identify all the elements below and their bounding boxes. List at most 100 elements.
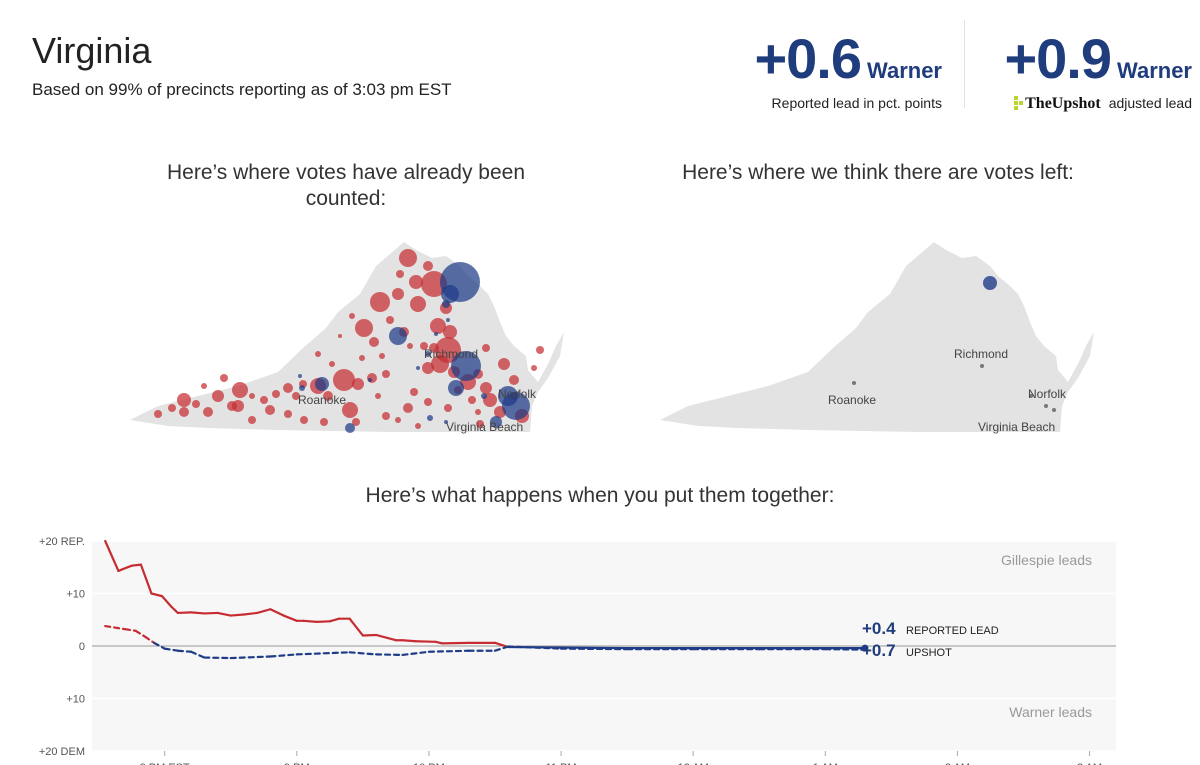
reported-lead-line-segment [176, 611, 193, 615]
y-tick-label: 0 [79, 641, 85, 653]
republican-bubble [480, 382, 492, 394]
upshot-estimate-line-segment [348, 651, 378, 656]
republican-bubble [323, 391, 333, 401]
republican-bubble [475, 409, 481, 415]
x-tick-label: 12 AM [678, 762, 709, 765]
republican-bubble [315, 351, 321, 357]
republican-bubble [395, 417, 401, 423]
democratic-bubble [434, 332, 438, 336]
y-axis-ticks: +20 REP. +10 0 +10 +20 DEM [39, 536, 85, 758]
republican-bubble [265, 405, 275, 415]
republican-bubble [367, 373, 377, 383]
upshot-estimate-line-segment [104, 624, 127, 631]
republican-bubble [409, 275, 423, 289]
reported-lead-line-segment [256, 608, 272, 615]
x-tick-label: 1 AM [813, 762, 838, 765]
x-axis-ticks: 8 PM EST 9 PM 10 PM 11 PM 12 AM 1 AM 2 AM 3 AM [140, 751, 1102, 765]
x-tick-label: 8 PM EST [140, 762, 190, 765]
democratic-bubble [490, 416, 502, 428]
republican-bubble [430, 318, 446, 334]
upshot-logo-icon [1014, 96, 1024, 110]
reported-lead-line-segment [328, 617, 341, 623]
reported-lead-line-segment [139, 563, 153, 595]
republican-bubble [232, 382, 248, 398]
page-title: Virginia [32, 30, 152, 71]
democratic-bubble [498, 386, 518, 406]
republican-bubble [333, 369, 355, 391]
democratic-bubble [425, 351, 431, 357]
upshot-lead-caption: adjusted lead [1108, 95, 1192, 111]
democratic-bubble [427, 415, 433, 421]
reported-lead-line-segment [269, 608, 285, 617]
upshot-estimate-line-segment [176, 649, 193, 653]
reported-lead-line-segment [104, 539, 120, 573]
city-markers [852, 364, 1056, 412]
reported-lead-box: +0.6 Warner Reported lead in pct. points [754, 26, 942, 111]
republican-bubble [396, 270, 404, 278]
republican-bubble [359, 355, 365, 361]
republican-bubble [536, 346, 544, 354]
republican-bubble [424, 398, 432, 406]
upshot-logo: TheUpshot [1014, 95, 1101, 112]
republican-bubble [421, 271, 447, 297]
y-tick-label: +20 DEM [39, 746, 85, 758]
upshot-estimate-line-segment [374, 653, 404, 657]
republican-bubble [443, 325, 457, 339]
city-dot-virginia-beach-a [1044, 404, 1048, 408]
republican-bubble [179, 407, 189, 417]
republican-bubble [468, 396, 476, 404]
republican-bubble [232, 400, 244, 412]
virginia-shape [660, 242, 1094, 432]
city-label-norfolk: Norfolk [498, 387, 537, 401]
upshot-estimate-line-segment [507, 645, 563, 650]
republican-bubble [203, 407, 213, 417]
gillespie-leads-label: Gillespie leads [1001, 552, 1092, 568]
reported-lead-line-segment [170, 605, 179, 615]
republican-bubble [154, 410, 162, 418]
lead-over-time-chart: +20 REP. +10 0 +10 +20 DEM 8 PM EST 9 PM 10 PM… [39, 536, 1116, 765]
reported-lead-caption: Reported lead in pct. points [771, 95, 942, 111]
upshot-estimate-line-segment [123, 628, 137, 632]
upshot-estimate-line-segment [824, 648, 867, 651]
reported-lead-line-segment [130, 563, 142, 567]
reported-lead-line-segment [150, 592, 164, 598]
city-dot-norfolk [1029, 394, 1033, 398]
lead-divider [964, 20, 965, 108]
gridlines [92, 540, 1116, 752]
republican-bubble [338, 334, 342, 338]
republican-bubble [482, 344, 490, 352]
republican-bubble [399, 249, 417, 267]
republican-bubble [212, 390, 224, 402]
x-tick-label: 2 AM [945, 762, 970, 765]
republican-bubble [403, 403, 413, 413]
republican-bubble [352, 418, 360, 426]
republican-bubble [407, 343, 413, 349]
reported-lead-line-segment [117, 564, 133, 573]
republican-bubble [431, 355, 449, 373]
reported-lead-line-segment [401, 639, 417, 643]
reported-lead-line-segment [229, 613, 246, 617]
upshot-lead-value: +0.9 [1004, 27, 1112, 90]
city-dot-roanoke [852, 381, 856, 385]
y-tick-label: +10 [66, 589, 85, 601]
republican-bubble [249, 393, 255, 399]
city-label-richmond: Richmond [954, 347, 1008, 361]
x-tick-label: 10 PM [413, 762, 445, 765]
series-lines [104, 539, 869, 660]
y-tick-label: +20 REP. [39, 536, 85, 548]
reported-lead-line-segment [203, 611, 219, 615]
democratic-bubble [389, 327, 407, 345]
upshot-lead-caption-row: TheUpshot adjusted lead [1004, 95, 1192, 113]
republican-bubble [531, 365, 537, 371]
republican-bubble [329, 361, 335, 367]
reported-lead-value: +0.6 [754, 27, 862, 90]
reported-lead-line-segment [302, 619, 318, 623]
republican-bubble [369, 337, 379, 347]
reported-lead-line-segment [441, 641, 470, 645]
democratic-bubble [448, 380, 464, 396]
republican-bubble [342, 402, 358, 418]
counted-votes-map: Richmond Roanoke Norfolk Virginia Beach [130, 242, 564, 434]
reported-lead-line-segment [434, 640, 444, 645]
republican-bubble [370, 292, 390, 312]
republican-bubble [320, 418, 328, 426]
